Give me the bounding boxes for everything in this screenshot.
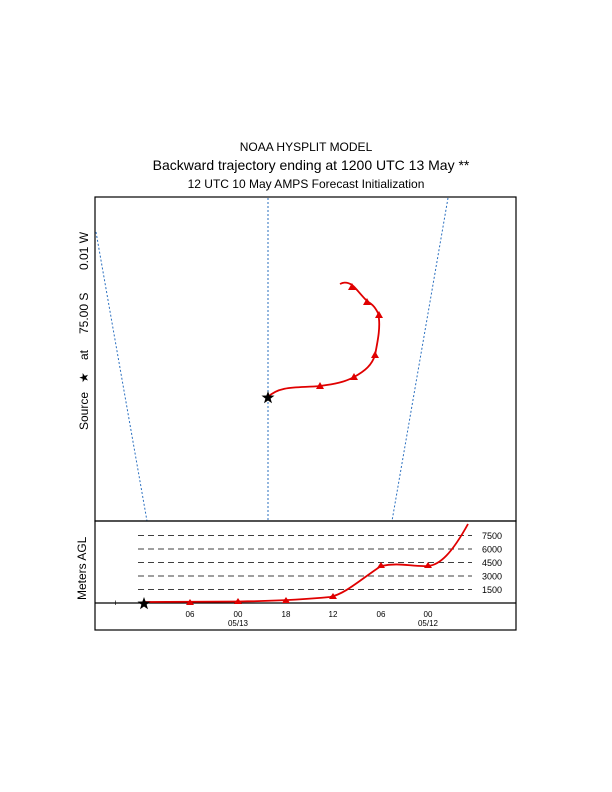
map-trajectory-marker <box>375 311 383 318</box>
x-tick-label: 18 <box>282 610 291 619</box>
source-label: Source ★ at 75.00 S 0.01 W <box>77 231 91 430</box>
height-trajectory-marker <box>234 598 242 604</box>
map-panel <box>94 196 517 522</box>
height-axis-label: Meters AGL <box>75 536 89 600</box>
map-trajectory-marker <box>348 283 356 290</box>
source-latitude: 75.00 S <box>77 293 91 334</box>
source-star-icon <box>261 391 275 404</box>
height-trajectory-marker <box>424 562 432 568</box>
height-trajectory-marker <box>282 597 290 603</box>
x-date-label: 05/13 <box>228 619 249 628</box>
reference-label-7500: 7500 <box>482 531 502 541</box>
source-longitude: 0.01 W <box>77 231 91 270</box>
map-trajectory-marker <box>363 298 371 305</box>
map-trajectory-marker <box>371 351 379 358</box>
height-source-star-icon <box>137 597 151 610</box>
height-start-tick-mark: + <box>113 598 118 608</box>
meridian-right <box>391 197 449 522</box>
height-frame <box>94 520 517 631</box>
reference-label-3000: 3000 <box>482 572 502 582</box>
reference-label-1500: 1500 <box>482 585 502 595</box>
height-trajectory-marker <box>186 599 194 605</box>
model-name: NOAA HYSPLIT MODEL <box>240 140 373 154</box>
map-trajectory-marker <box>316 382 324 389</box>
x-tick-label: 12 <box>329 610 338 619</box>
source-at: at <box>77 349 91 360</box>
x-tick-label: 00 <box>234 610 243 619</box>
source-star-icon-label: ★ <box>77 372 91 383</box>
height-trajectory-marker <box>377 562 385 568</box>
map-trajectory-line <box>267 281 381 398</box>
height-trajectory-marker <box>329 593 337 599</box>
map-trajectory-marker <box>350 373 358 380</box>
reference-levels: 1500 3000 4500 6000 7500 <box>138 531 502 595</box>
reference-label-6000: 6000 <box>482 545 502 555</box>
map-frame <box>94 196 517 522</box>
x-tick-label: 06 <box>186 610 195 619</box>
meridian-left <box>95 231 148 522</box>
figure-subtitle: 12 UTC 10 May AMPS Forecast Initializati… <box>188 177 425 191</box>
figure-title: Backward trajectory ending at 1200 UTC 1… <box>153 157 470 173</box>
x-tick-label: 06 <box>377 610 386 619</box>
source-prefix: Source <box>77 392 91 430</box>
reference-label-4500: 4500 <box>482 558 502 568</box>
x-tick-label: 00 <box>424 610 433 619</box>
height-panel: Meters AGL 1500 3000 4500 6000 7500 + 06… <box>75 520 517 631</box>
x-date-label: 05/12 <box>418 619 439 628</box>
